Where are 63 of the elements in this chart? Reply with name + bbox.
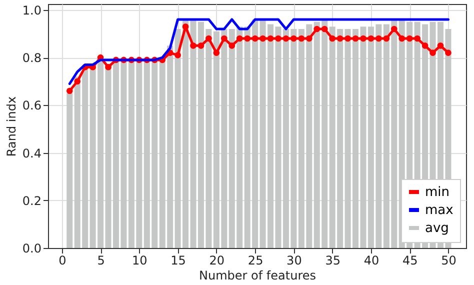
point (236, 35, 243, 42)
y-tick-label: 0.6 (22, 98, 42, 113)
point (174, 52, 181, 58)
x-tick-label: 45 (402, 254, 418, 268)
point (437, 42, 444, 49)
legend-label: max (425, 203, 454, 218)
point (182, 23, 189, 30)
y-tick-label: 0.4 (22, 146, 42, 160)
point (321, 26, 328, 32)
point (406, 35, 413, 42)
point (290, 35, 297, 42)
point (314, 26, 320, 32)
x-tick-label: 50 (441, 254, 456, 268)
y-tick-label: 0.8 (22, 51, 42, 66)
point (198, 42, 204, 49)
point (306, 35, 312, 42)
legend-label: avg (425, 221, 449, 236)
point (228, 42, 236, 49)
point (252, 35, 258, 42)
point (213, 50, 220, 56)
point (352, 35, 359, 42)
point (105, 64, 112, 70)
x-axis-title: Number of features (199, 268, 316, 282)
x-tick-label: 15 (170, 254, 186, 268)
point (422, 42, 428, 49)
point (66, 88, 73, 94)
y-axis-title: Rand indx (4, 96, 18, 157)
y-tick-label: 0.2 (22, 194, 42, 208)
point (74, 78, 81, 85)
point (244, 35, 251, 42)
line-series (68, 18, 450, 85)
point (336, 35, 344, 42)
y-tick-label: 0.0 (22, 242, 42, 256)
x-tick-label: 25 (248, 254, 264, 268)
bar (66, 93, 73, 248)
x-tick-label: 40 (364, 254, 380, 268)
point (329, 35, 336, 42)
point (360, 35, 366, 42)
point (190, 42, 196, 49)
point (390, 26, 398, 32)
point (368, 35, 374, 42)
y-tick-label: 1.0 (22, 3, 42, 18)
point (206, 35, 212, 42)
point (383, 35, 390, 42)
point (344, 35, 351, 42)
point (275, 35, 282, 42)
point (221, 35, 228, 42)
x-tick-label: 0 (58, 254, 66, 268)
x-tick-label: 35 (325, 254, 340, 268)
x-tick-label: 20 (209, 254, 225, 268)
x-tick-label: 5 (97, 254, 105, 268)
point (298, 35, 305, 42)
point (282, 35, 290, 42)
x-tick-label: 30 (286, 254, 302, 268)
point (430, 50, 436, 56)
point (267, 35, 274, 42)
point (414, 35, 420, 42)
point (445, 50, 452, 56)
point (260, 35, 266, 42)
legend-label: min (425, 185, 450, 200)
point (376, 35, 382, 42)
point (398, 35, 406, 42)
x-tick-label: 10 (132, 254, 148, 268)
